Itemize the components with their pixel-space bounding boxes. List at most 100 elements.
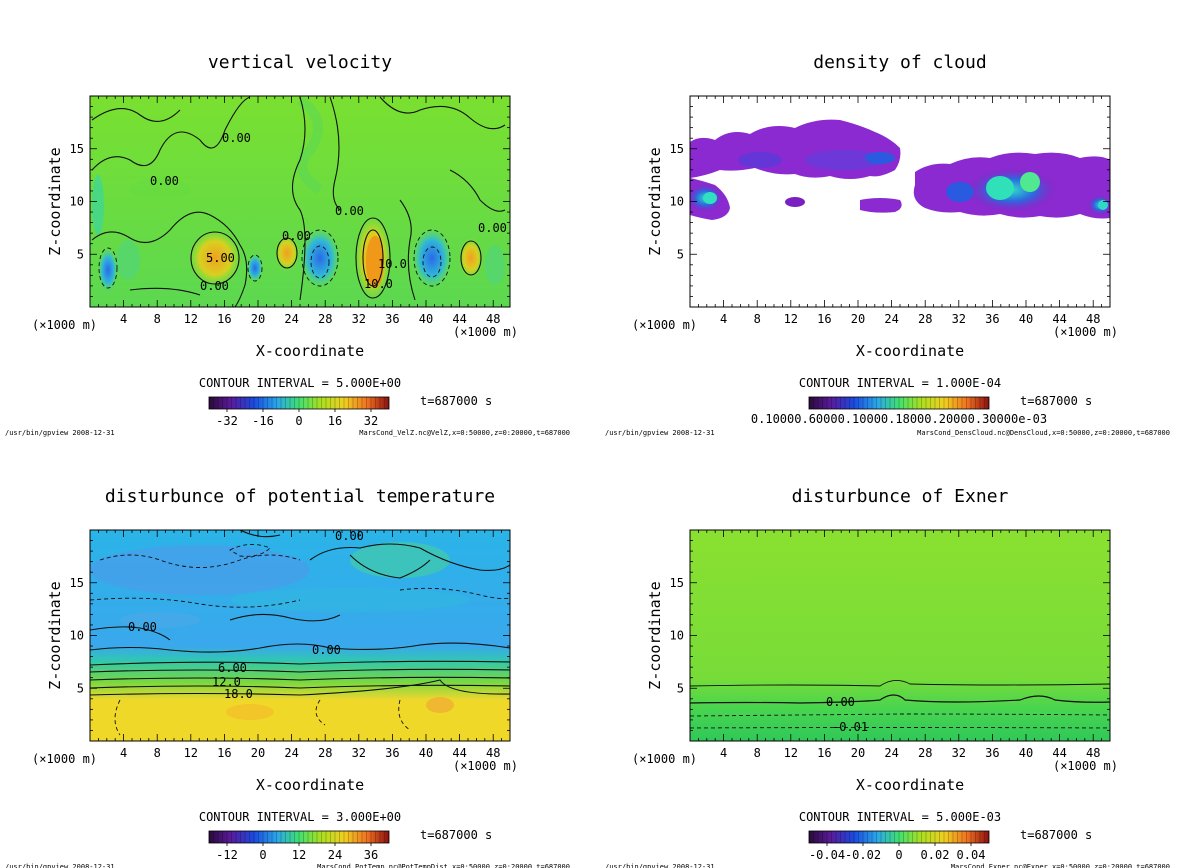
footer-left: /usr/bin/gpview 2008-12-31 [5, 863, 115, 868]
x-tick-label: 24 [284, 746, 298, 760]
x-tick-label: 28 [318, 312, 332, 326]
colorbar-tick-label: 16 [328, 414, 342, 428]
y-tick-label: 10 [70, 195, 84, 209]
y-tick-label: 5 [77, 681, 84, 695]
x-tick-label: 48 [1086, 746, 1100, 760]
y-axis-label: Z-coordinate [46, 581, 64, 689]
x-tick-label: 32 [952, 746, 966, 760]
x-tick-label: 40 [1019, 312, 1033, 326]
contour-label: 0.00 [200, 279, 229, 293]
contour-interval: CONTOUR INTERVAL = 5.000E+00 [199, 376, 401, 390]
contour-label: 0.00 [335, 529, 364, 543]
x-tick-label: 16 [817, 746, 831, 760]
colorbar: 0.10000.60000.10000.18000.20000.30000e-0… [751, 396, 1047, 426]
x-tick-label: 28 [318, 746, 332, 760]
x-tick-label: 36 [985, 746, 999, 760]
x-tick-label: 16 [217, 746, 231, 760]
time-stamp: t=687000 s [1020, 828, 1092, 842]
x-tick-label: 4 [720, 746, 727, 760]
x-tick-label: 24 [884, 312, 898, 326]
contour-label: 0.00 [150, 174, 179, 188]
contour-label: 0.00 [826, 695, 855, 709]
contour-label: 0.00 [222, 131, 251, 145]
x-axis-label: X-coordinate [256, 342, 364, 360]
x-axis-label: X-coordinate [256, 776, 364, 794]
x-tick-label: 24 [884, 746, 898, 760]
x-tick-label: 32 [952, 312, 966, 326]
contour-label: 5.00 [206, 251, 235, 265]
colorbar-tick-label: 0.02 [921, 848, 950, 862]
colorbar-tick-label: 36 [364, 848, 378, 862]
x-tick-label: 28 [918, 746, 932, 760]
x-tick-label: 44 [1052, 312, 1066, 326]
panel-title: disturbunce of potential temperature [105, 486, 495, 507]
x-unit-right: (×1000 m) [1053, 325, 1118, 339]
contour-label: 0.00 [282, 229, 311, 243]
x-tick-label: 36 [985, 312, 999, 326]
colorbar: -0.04 -0.02 0 0.02 0.04 [808, 830, 990, 862]
colorbar: -12 0 12 24 36 [208, 830, 390, 862]
colorbar-tick-label: 0.04 [957, 848, 986, 862]
y-axis-label: Z-coordinate [646, 147, 664, 255]
colorbar-tick-label: -0.04 [809, 848, 845, 862]
contour-label: 18.0 [224, 687, 253, 701]
x-tick-label: 40 [419, 746, 433, 760]
x-tick-label: 12 [184, 312, 198, 326]
footer-right: MarsCond_VelZ.nc@VelZ,x=0:50000,z=0:2000… [359, 429, 570, 437]
y-axis-label: Z-coordinate [46, 147, 64, 255]
x-tick-label: 44 [452, 746, 466, 760]
footer-left: /usr/bin/gpview 2008-12-31 [605, 429, 715, 437]
footer-right: MarsCond_Exner.nc@Exner,x=0:50000,z=0:20… [951, 863, 1170, 868]
contour-label: 0.00 [128, 620, 157, 634]
x-tick-label: 8 [754, 312, 761, 326]
x-tick-label: 20 [851, 312, 865, 326]
field-shading [90, 530, 510, 741]
contour-label: -0.01 [832, 720, 868, 734]
colorbar-tick-label: -0.02 [845, 848, 881, 862]
time-stamp: t=687000 s [1020, 394, 1092, 408]
contour-label: 0.00 [478, 221, 507, 235]
footer-right: MarsCond_DensCloud.nc@DensCloud,x=0:5000… [917, 429, 1170, 437]
x-tick-label: 48 [1086, 312, 1100, 326]
x-tick-label: 32 [352, 746, 366, 760]
x-tick-label: 28 [918, 312, 932, 326]
y-tick-label: 15 [70, 576, 84, 590]
colorbar-tick-label: -32 [216, 414, 238, 428]
x-tick-label: 8 [154, 312, 161, 326]
y-tick-label: 5 [677, 681, 684, 695]
panel-density-of-cloud: density of cloud 4 8 12 16 20 24 28 32 36 40 44 485… [605, 52, 1170, 437]
x-tick-label: 36 [385, 746, 399, 760]
colorbar-tick-label: 32 [364, 414, 378, 428]
x-tick-label: 8 [154, 746, 161, 760]
x-tick-label: 32 [352, 312, 366, 326]
x-unit-left: (×1000 m) [632, 752, 697, 766]
x-unit-left: (×1000 m) [32, 752, 97, 766]
x-tick-label: 4 [120, 746, 127, 760]
x-unit-left: (×1000 m) [32, 318, 97, 332]
panel-potential-temperature: disturbunce of potential temperature [5, 486, 570, 868]
x-unit-right: (×1000 m) [453, 325, 518, 339]
x-tick-label: 16 [217, 312, 231, 326]
field-shading [690, 96, 1110, 307]
y-tick-label: 15 [670, 576, 684, 590]
footer-left: /usr/bin/gpview 2008-12-31 [605, 863, 715, 868]
x-tick-label: 48 [486, 746, 500, 760]
colorbar-tick-label: 0 [895, 848, 902, 862]
x-unit-right: (×1000 m) [1053, 759, 1118, 773]
y-axis-label: Z-coordinate [646, 581, 664, 689]
contour-label: 0.00 [312, 643, 341, 657]
x-tick-label: 12 [784, 746, 798, 760]
panel-title: disturbunce of Exner [792, 486, 1009, 507]
x-tick-label: 40 [1019, 746, 1033, 760]
contour-interval: CONTOUR INTERVAL = 1.000E-04 [799, 376, 1001, 390]
x-tick-label: 12 [184, 746, 198, 760]
colorbar-tick-label: 0.10000.60000.10000.18000.20000.30000e-0… [751, 412, 1047, 426]
y-tick-label: 15 [670, 142, 684, 156]
time-stamp: t=687000 s [420, 394, 492, 408]
contour-label: 12.0 [212, 675, 241, 689]
x-tick-label: 44 [1052, 746, 1066, 760]
x-tick-label: 16 [817, 312, 831, 326]
